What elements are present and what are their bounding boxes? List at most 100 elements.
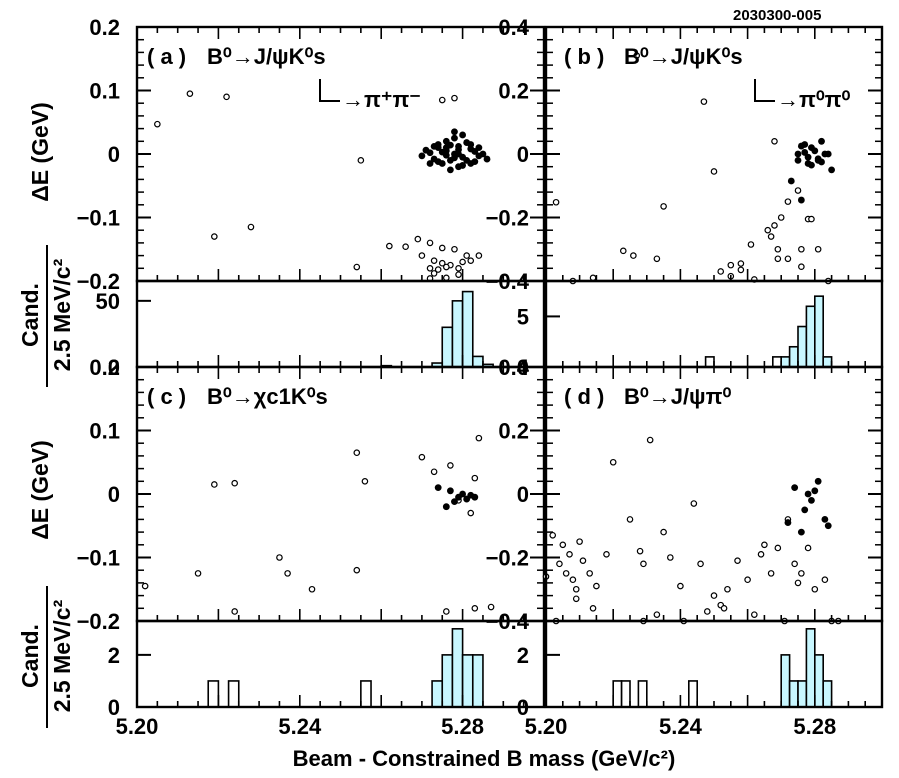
hist-bin xyxy=(788,680,799,708)
open-point xyxy=(586,570,593,577)
hist-bin xyxy=(451,300,464,368)
open-point xyxy=(443,274,450,282)
open-point xyxy=(361,477,369,485)
hist-bin xyxy=(822,680,833,708)
open-point xyxy=(720,604,728,612)
filled-point xyxy=(801,149,809,156)
open-point xyxy=(791,560,798,568)
filled-point xyxy=(459,490,466,498)
y-tick-label: 0.1 xyxy=(89,79,120,104)
open-point xyxy=(566,551,573,558)
filled-point xyxy=(475,144,483,152)
open-point xyxy=(794,579,802,587)
open-point xyxy=(353,566,361,574)
hist-bin xyxy=(797,325,808,368)
open-point xyxy=(430,257,438,264)
open-point xyxy=(572,595,580,603)
open-point xyxy=(451,94,458,102)
open-point xyxy=(697,560,704,568)
hist-y-tick-label: 0 xyxy=(108,355,120,380)
panel-label: ( a ) xyxy=(147,44,186,69)
filled-point xyxy=(808,161,815,169)
filled-point xyxy=(811,487,819,495)
open-point xyxy=(141,582,149,590)
filled-point xyxy=(467,141,475,148)
scatter-frame xyxy=(135,365,546,623)
y-tick-label: 0.1 xyxy=(89,419,120,444)
open-point xyxy=(660,203,667,210)
hist-bin xyxy=(788,345,799,368)
filled-point xyxy=(784,519,792,526)
open-point xyxy=(418,252,426,259)
y-tick-label: 0.2 xyxy=(498,79,529,104)
open-point xyxy=(794,187,802,194)
decay-label: B⁰→J/ψK⁰s xyxy=(624,44,743,69)
hist-bin xyxy=(637,680,648,708)
y-tick-label: 0.4 xyxy=(498,15,529,40)
filled-point xyxy=(446,487,454,495)
open-point xyxy=(284,570,291,577)
open-point xyxy=(353,449,361,457)
decay-arrow xyxy=(754,79,775,102)
filled-point xyxy=(794,150,802,158)
filled-point xyxy=(451,128,458,136)
open-point xyxy=(774,544,782,552)
hist-frame xyxy=(544,279,884,369)
filled-point xyxy=(824,150,832,158)
open-point xyxy=(677,582,684,590)
open-point xyxy=(194,570,202,577)
open-point xyxy=(447,462,454,469)
open-point xyxy=(353,263,361,271)
filled-point xyxy=(418,152,426,160)
y-tick-label: 0 xyxy=(108,142,120,167)
hist-y-tick-label: 2 xyxy=(108,643,120,668)
open-point xyxy=(703,608,711,615)
decay-sublabel: →π⁺π⁻ xyxy=(342,87,421,112)
decay-arrow xyxy=(319,79,340,102)
figure-id: 2030300-005 xyxy=(733,7,821,24)
filled-point xyxy=(797,528,805,536)
open-point xyxy=(700,98,708,105)
open-point xyxy=(276,554,283,561)
open-point xyxy=(414,235,422,243)
filled-point xyxy=(787,177,795,185)
open-point xyxy=(572,585,580,593)
open-point xyxy=(821,576,829,584)
hist-bin xyxy=(822,356,833,368)
open-point xyxy=(653,255,661,263)
open-point xyxy=(438,244,446,252)
filled-point xyxy=(824,522,832,530)
open-point xyxy=(471,604,479,612)
open-point xyxy=(549,531,557,539)
open-point xyxy=(451,245,458,253)
y-tick-label: 0 xyxy=(517,482,529,507)
hist-bin xyxy=(704,356,715,368)
panel-b: −0.4−0.200.20.405( b )B⁰→J/ψK⁰s→π⁰π⁰ xyxy=(486,15,884,380)
open-point xyxy=(734,557,741,564)
y-tick-label: 0.2 xyxy=(498,419,529,444)
filled-point xyxy=(808,496,815,504)
open-point xyxy=(559,541,567,549)
decay-label: B⁰→J/ψK⁰s xyxy=(207,44,326,69)
filled-point xyxy=(483,155,491,163)
hist-bin xyxy=(797,680,808,708)
open-point xyxy=(774,245,782,253)
filled-point xyxy=(422,146,430,154)
hist-bin xyxy=(813,295,824,368)
open-point xyxy=(603,551,610,558)
open-point xyxy=(798,263,805,271)
hist-bin xyxy=(771,356,782,368)
open-point xyxy=(646,436,654,444)
open-point xyxy=(579,557,587,564)
open-point xyxy=(589,274,597,282)
cand-axis-label-top-group: Cand. 2.5 MeV/c² xyxy=(17,245,75,387)
filled-point xyxy=(426,160,434,167)
open-point xyxy=(767,570,775,577)
open-point xyxy=(186,90,194,97)
x-tick-label: 5.20 xyxy=(525,714,568,739)
open-point xyxy=(777,214,785,221)
open-point xyxy=(619,247,627,255)
